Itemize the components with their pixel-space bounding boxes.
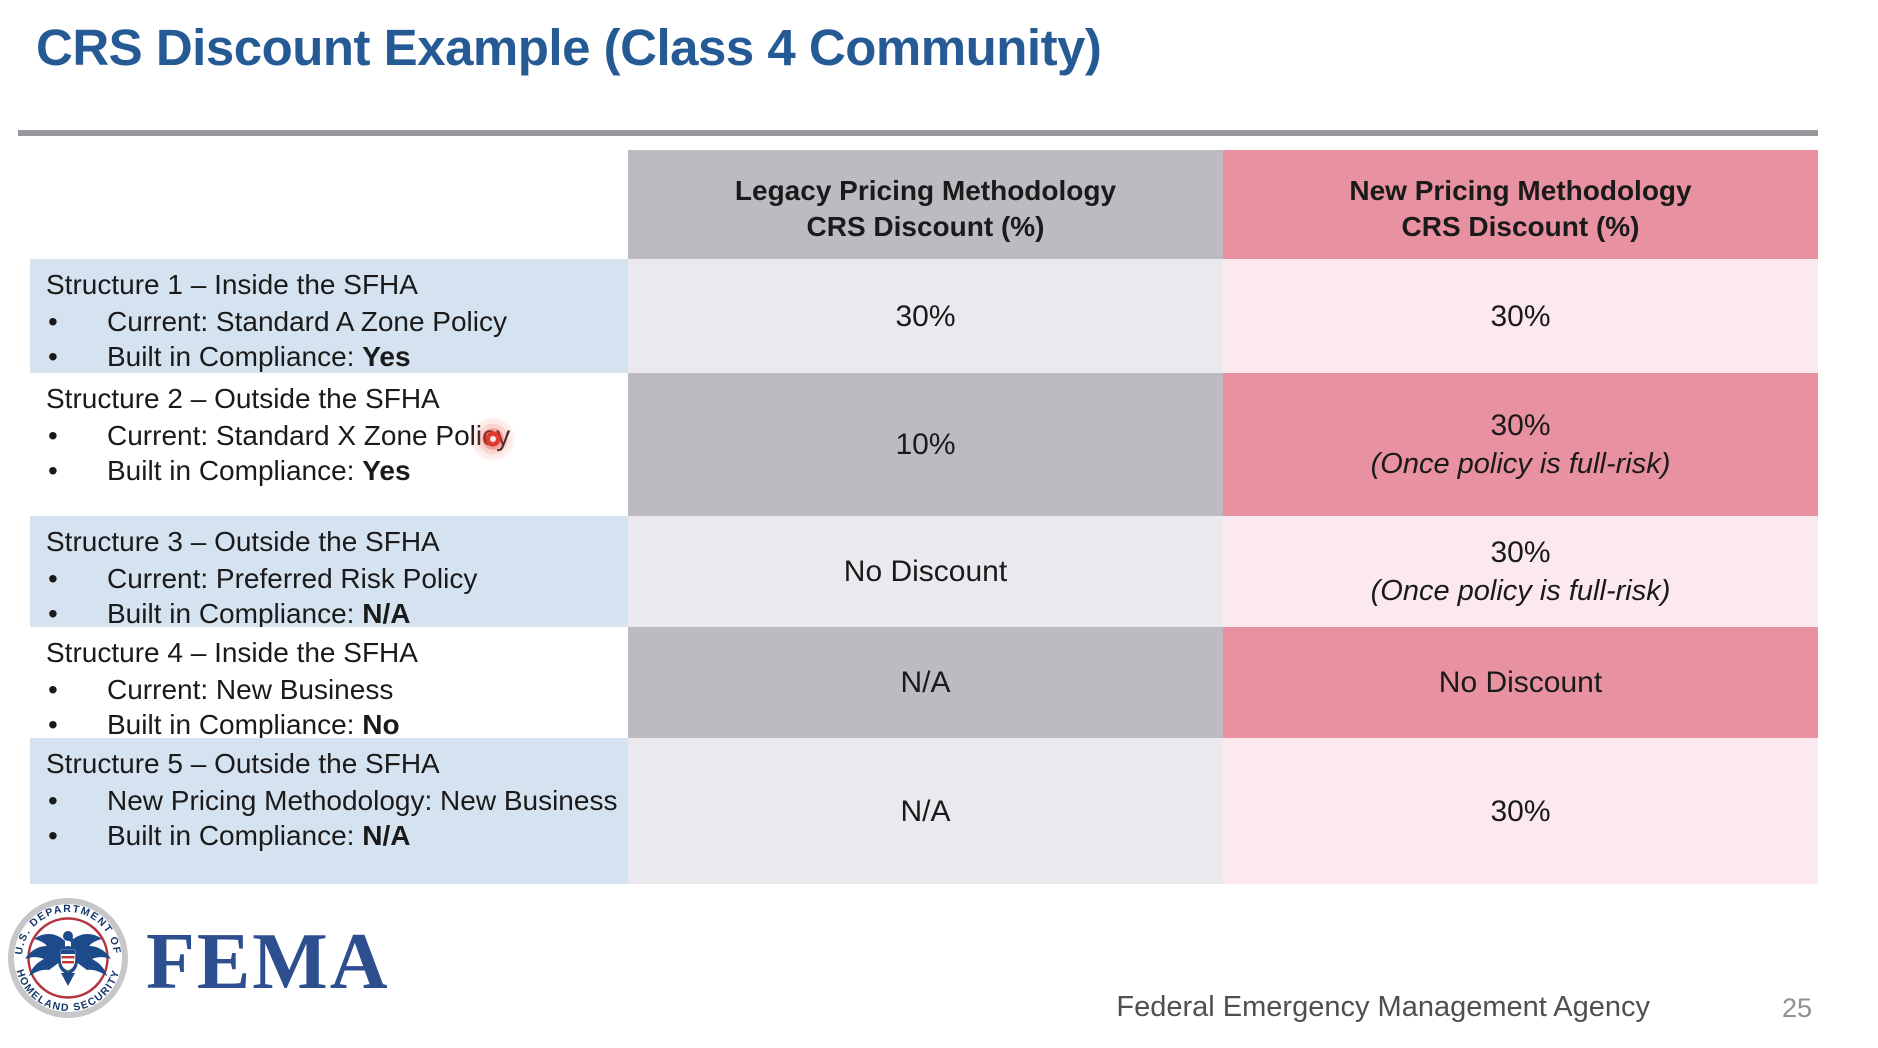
structure-4-new-cell: No Discount [1223,627,1818,738]
cell-value: 30% [1490,794,1551,828]
structure-5-label-cell: Structure 5 – Outside the SFHA • New Pri… [30,738,628,884]
cell-value: No Discount [1438,666,1603,699]
structure-5-bullet-2: • Built in Compliance: N/A [46,818,618,853]
structure-1-heading: Structure 1 – Inside the SFHA [46,269,418,300]
structure-2-bullet-2: • Built in Compliance: Yes [46,453,618,488]
bullet-bold-text: Yes [362,455,411,486]
bullet-icon: • [48,709,58,740]
bullet-icon: • [48,598,58,629]
cell-value: No Discount [843,555,1008,588]
bullet-text: Current: Standard A Zone Policy [107,306,507,337]
bullet-icon: • [48,420,58,451]
structure-3-bullet-2: • Built in Compliance: N/A [46,596,618,631]
bullet-icon: • [48,785,58,816]
cell-value: 30% [1490,535,1551,569]
bullet-text: New Pricing Methodology: New Business [107,785,618,816]
legacy-header-line2: CRS Discount (%) [806,210,1045,242]
structure-4-heading: Structure 4 – Inside the SFHA [46,637,418,668]
structure-4-bullet-2: • Built in Compliance: No [46,707,618,742]
cell-note: (Once policy is full-risk) [1370,447,1671,480]
structure-5-heading: Structure 5 – Outside the SFHA [46,748,440,779]
page-number: 25 [1781,993,1812,1023]
cell-value: N/A [900,794,951,828]
structure-3-bullet-1: • Current: Preferred Risk Policy [46,561,618,596]
structure-2-heading: Structure 2 – Outside the SFHA [46,383,440,414]
legacy-header-line1: Legacy Pricing Methodology [734,174,1117,206]
bullet-bold-text: N/A [362,820,411,851]
eagle-emblem [25,931,111,986]
structure-4-label-cell: Structure 4 – Inside the SFHA • Current:… [30,627,628,740]
cell-value: 30% [1490,408,1551,442]
bullet-icon: • [48,306,58,337]
legacy-pricing-header-cell: Legacy Pricing Methodology CRS Discount … [628,150,1223,259]
bullet-text: Current: New Business [107,674,394,705]
structure-3-label-cell: Structure 3 – Outside the SFHA • Current… [30,516,628,629]
bullet-icon: • [48,341,58,372]
fema-wordmark: FEMA [146,918,390,1006]
structure-3-legacy-cell: No Discount [628,516,1223,627]
structure-1-bullet-1: • Current: Standard A Zone Policy [46,304,618,339]
structure-4-bullet-1: • Current: New Business [46,672,618,707]
structure-5-new-cell: 30% [1223,738,1818,884]
structure-2-legacy-cell: 10% [628,373,1223,516]
bullet-icon: • [48,563,58,594]
cell-value: 30% [1490,299,1551,333]
structure-2-label-cell: Structure 2 – Outside the SFHA • Current… [30,373,628,516]
page-title: CRS Discount Example (Class 4 Community) [36,19,1102,76]
structure-1-legacy-cell: 30% [628,259,1223,373]
bullet-text: Built in Compliance: [107,820,363,851]
bullet-text: Current: Preferred Risk Policy [107,563,478,594]
cell-value: 10% [895,428,956,461]
structure-2-bullet-1: • Current: Standard X Zone Policy [46,418,618,453]
laser-pointer-dot [469,415,517,463]
structure-3-new-cell: 30% (Once policy is full-risk) [1223,516,1818,627]
new-header-line2: CRS Discount (%) [1401,210,1640,242]
bullet-text: Built in Compliance: [107,598,363,629]
cell-value: 30% [895,299,956,333]
bullet-bold-text: No [362,709,400,740]
bullet-icon: • [48,820,58,851]
structure-4-legacy-cell: N/A [628,627,1223,738]
bullet-text: Current: Standard X Zone Policy [107,420,511,451]
structure-5-legacy-cell: N/A [628,738,1223,884]
bullet-text: Built in Compliance: [107,455,363,486]
bullet-icon: • [48,674,58,705]
structure-3-heading: Structure 3 – Outside the SFHA [46,526,440,557]
cell-note: (Once policy is full-risk) [1370,574,1671,607]
bullet-icon: • [48,455,58,486]
structure-2-new-cell: 30% (Once policy is full-risk) [1223,373,1818,516]
dhs-seal-logo: U.S. DEPARTMENT OF HOMELAND SECURITY [8,898,128,1018]
cell-value: N/A [900,666,951,699]
structure-1-new-cell: 30% [1223,259,1818,373]
bullet-bold-text: Yes [362,341,411,372]
footer-agency-text: Federal Emergency Management Agency [1116,991,1650,1023]
bullet-text: Built in Compliance: [107,709,363,740]
new-pricing-header-cell: New Pricing Methodology CRS Discount (%) [1223,150,1818,259]
title-divider [18,130,1818,136]
structure-1-label-cell: Structure 1 – Inside the SFHA • Current:… [30,259,628,373]
new-header-line1: New Pricing Methodology [1349,174,1692,206]
table-corner-spacer [30,150,628,259]
structure-5-bullet-1: • New Pricing Methodology: New Business [46,783,618,818]
structure-1-bullet-2: • Built in Compliance: Yes [46,339,618,374]
bullet-bold-text: N/A [362,598,411,629]
crs-discount-table: Legacy Pricing Methodology CRS Discount … [30,150,1818,884]
bullet-text: Built in Compliance: [107,341,363,372]
